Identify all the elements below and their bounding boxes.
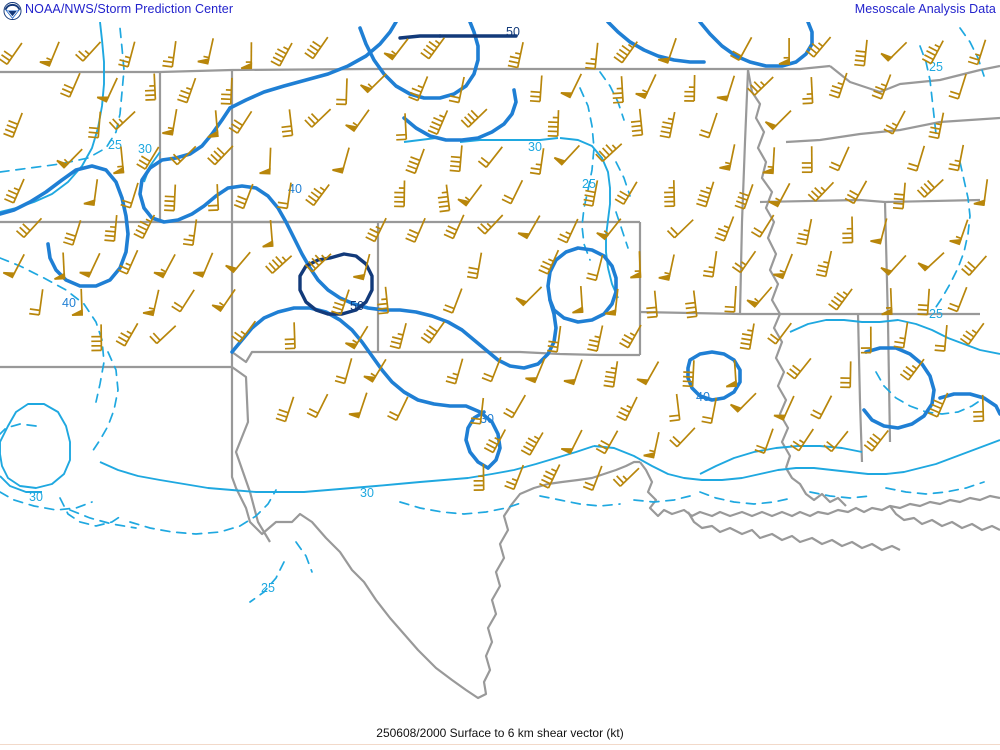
contour-label: 40 bbox=[696, 390, 710, 404]
page-footer: 250608/2000 Surface to 6 km shear vector… bbox=[0, 722, 1000, 750]
contour-label: 25 bbox=[929, 60, 943, 74]
map-svg: 25 30 40 50 30 25 25 40 50 25 40 30 30 3… bbox=[0, 22, 1000, 700]
contour-label: 40 bbox=[288, 182, 302, 196]
contour-label: 50 bbox=[350, 299, 364, 313]
contour-30-solid bbox=[0, 22, 1000, 493]
contour-label: 30 bbox=[29, 490, 43, 504]
contour-label: 50 bbox=[506, 25, 520, 39]
bottom-divider bbox=[0, 744, 1000, 745]
contour-label: 25 bbox=[929, 307, 943, 321]
contour-label: 30 bbox=[480, 412, 494, 426]
contour-label: 40 bbox=[62, 296, 76, 310]
noaa-logo bbox=[3, 2, 22, 20]
contour-label: 25 bbox=[108, 138, 122, 152]
contour-label: 25 bbox=[582, 177, 596, 191]
contour-40-thick bbox=[0, 22, 1000, 470]
map-caption: 250608/2000 Surface to 6 km shear vector… bbox=[376, 726, 624, 740]
contour-label: 25 bbox=[261, 581, 275, 595]
contour-label: 30 bbox=[138, 142, 152, 156]
contour-labels: 25 30 40 50 30 25 25 40 50 25 40 30 30 3… bbox=[29, 25, 943, 595]
page-title-left: NOAA/NWS/Storm Prediction Center bbox=[25, 2, 234, 16]
contour-label: 30 bbox=[360, 486, 374, 500]
map-canvas[interactable]: 25 30 40 50 30 25 25 40 50 25 40 30 30 3… bbox=[0, 22, 1000, 722]
contour-50-dark bbox=[298, 34, 518, 316]
contour-25-dashed bbox=[0, 27, 985, 603]
page-title-right: Mesoscale Analysis Data bbox=[854, 2, 996, 16]
page-header: NOAA/NWS/Storm Prediction Center Mesosca… bbox=[0, 0, 1000, 22]
wind-barb-field bbox=[0, 36, 989, 491]
contour-label: 30 bbox=[528, 140, 542, 154]
